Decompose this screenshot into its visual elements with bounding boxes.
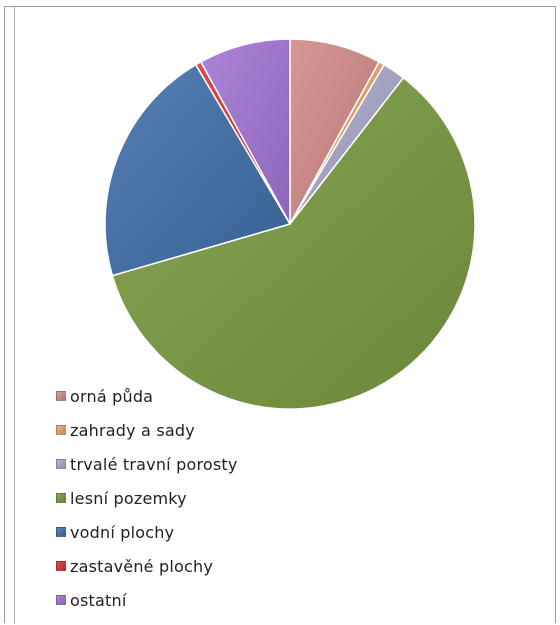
legend-label: vodní plochy (70, 522, 175, 542)
legend-swatch (56, 561, 66, 571)
legend-label: orná půda (70, 386, 154, 406)
pie-slice-3 (111, 76, 476, 410)
legend-swatch (56, 425, 66, 435)
pie-slice-4 (104, 63, 292, 277)
legend-swatch (56, 493, 66, 503)
pie-slice-0 (289, 38, 381, 225)
legend-swatch (56, 527, 66, 537)
pie-slices (104, 38, 476, 410)
legend-label: ostatní (70, 590, 127, 610)
chart-frame (4, 6, 556, 624)
legend-label: trvalé travní porosty (70, 454, 238, 474)
frame-divider (14, 7, 15, 624)
legend: orná půda zahrady a sady trvalé travní p… (56, 379, 238, 617)
legend-swatch (56, 459, 66, 469)
legend-item-zastavene-plochy: zastavěné plochy (56, 549, 238, 583)
pie-slice-6 (199, 38, 291, 225)
legend-item-ostatni: ostatní (56, 583, 238, 617)
legend-item-zahrady-a-sady: zahrady a sady (56, 413, 238, 447)
legend-item-lesni-pozemky: lesní pozemky (56, 481, 238, 515)
legend-label: lesní pozemky (70, 488, 187, 508)
legend-swatch (56, 595, 66, 605)
legend-label: zahrady a sady (70, 420, 195, 440)
legend-item-trvale-travni-porosty: trvalé travní porosty (56, 447, 238, 481)
legend-label: zastavěné plochy (70, 556, 213, 576)
legend-swatch (56, 391, 66, 401)
legend-item-vodni-plochy: vodní plochy (56, 515, 238, 549)
legend-item-orna-puda: orná půda (56, 379, 238, 413)
